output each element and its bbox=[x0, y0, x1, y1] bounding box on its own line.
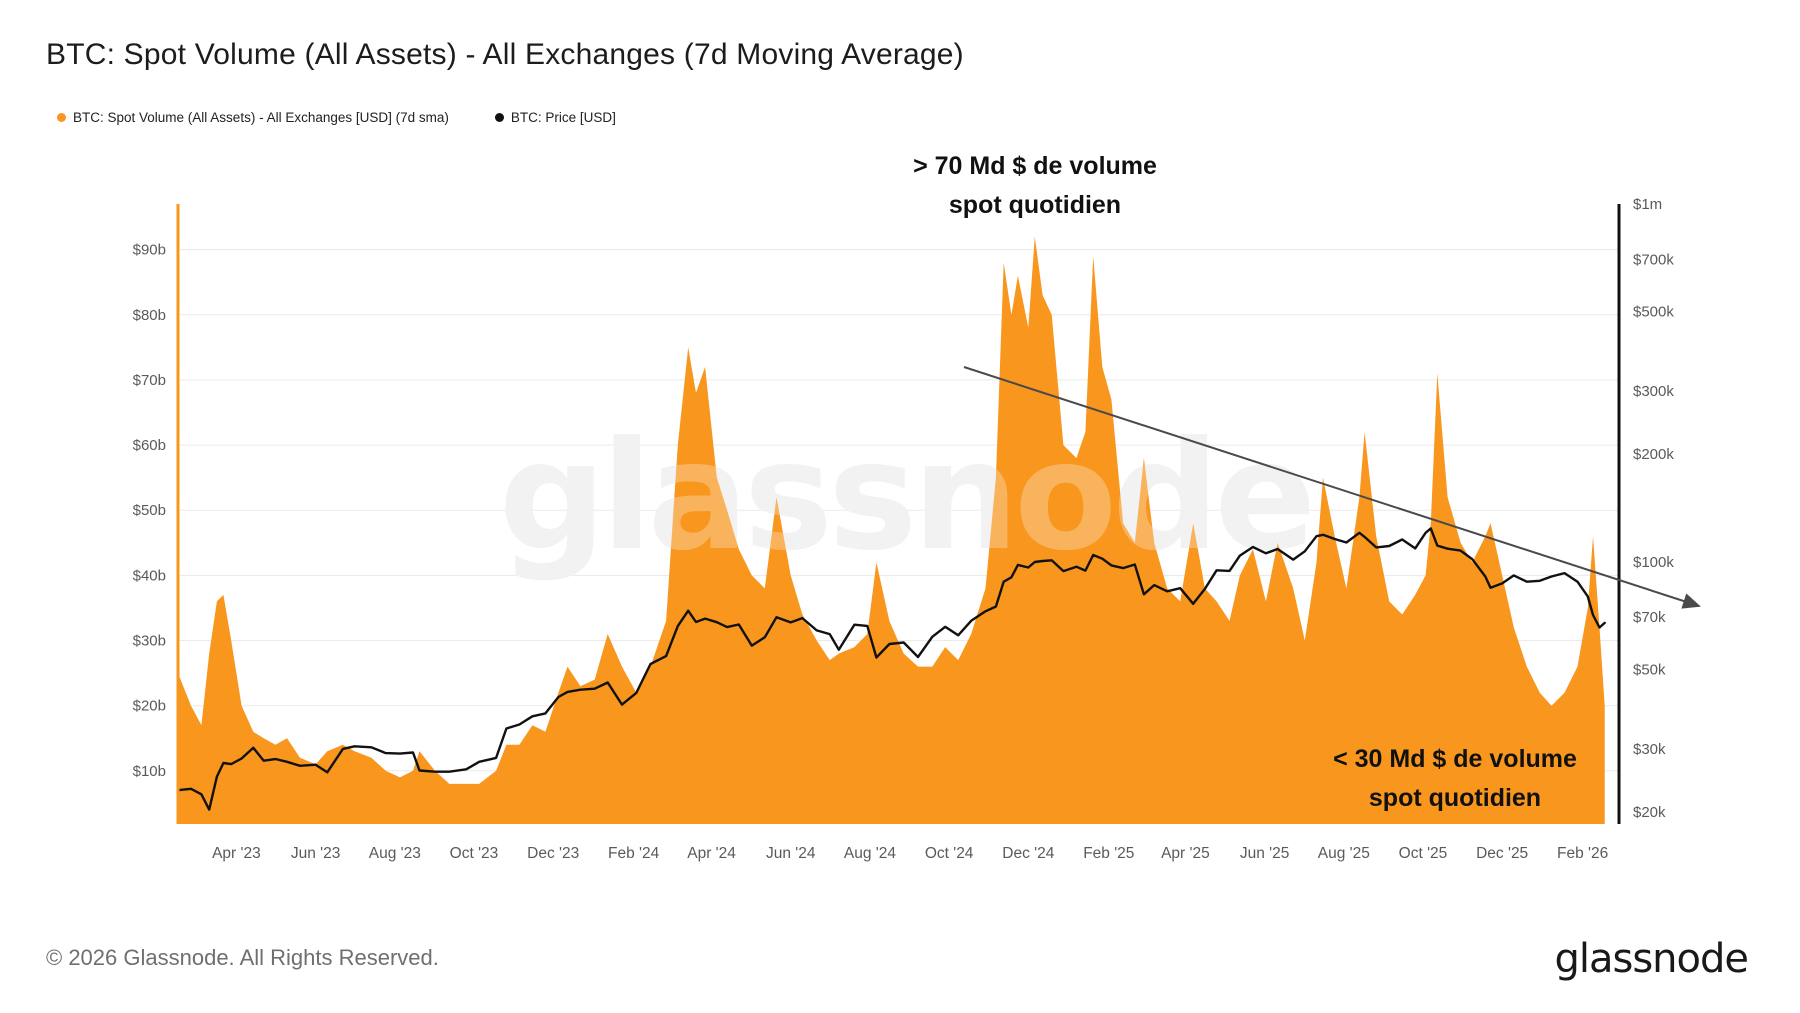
x-axis-tick: Aug '24 bbox=[844, 845, 896, 862]
x-axis-tick: Feb '26 bbox=[1557, 845, 1608, 862]
x-axis-tick: Oct '23 bbox=[450, 845, 499, 862]
annotation-low-volume: < 30 Md $ de volume spot quotidien bbox=[1245, 740, 1665, 818]
left-axis-tick: $60b bbox=[133, 437, 166, 454]
left-axis-tick: $90b bbox=[133, 242, 166, 259]
x-axis-tick: Dec '24 bbox=[1002, 845, 1054, 862]
x-axis-tick: Aug '23 bbox=[369, 845, 421, 862]
right-axis-tick: $50k bbox=[1633, 662, 1666, 679]
right-axis-tick: $500k bbox=[1633, 304, 1674, 321]
volume-series-dot-icon bbox=[57, 113, 66, 122]
annotation-high-volume-line1: > 70 Md $ de volume bbox=[913, 152, 1157, 180]
x-axis-tick: Dec '25 bbox=[1476, 845, 1528, 862]
x-axis-tick: Dec '23 bbox=[527, 845, 579, 862]
price-line-series[interactable] bbox=[176, 527, 1606, 811]
left-axis-tick: $50b bbox=[133, 502, 166, 519]
legend-item-price[interactable]: BTC: Price [USD] bbox=[494, 110, 616, 125]
chart-legend: BTC: Spot Volume (All Assets) - All Exch… bbox=[57, 110, 616, 125]
annotation-high-volume-line2: spot quotidien bbox=[948, 191, 1122, 219]
price-series-dot-icon bbox=[494, 113, 504, 122]
left-axis-tick: $10b bbox=[133, 763, 166, 780]
left-axis-tick: $70b bbox=[133, 372, 166, 389]
left-axis-tick: $40b bbox=[133, 567, 166, 584]
legend-item-spot-volume[interactable]: BTC: Spot Volume (All Assets) - All Exch… bbox=[57, 110, 449, 125]
right-axis-tick: $20k bbox=[1633, 804, 1666, 821]
annotation-high-volume: > 70 Md $ de volume spot quotidien bbox=[825, 147, 1245, 225]
legend-label-price: BTC: Price [USD] bbox=[510, 110, 616, 125]
x-axis-tick: Oct '25 bbox=[1399, 845, 1448, 862]
x-axis-tick: Feb '24 bbox=[608, 845, 660, 862]
right-axis-tick: $700k bbox=[1633, 251, 1674, 268]
left-axis-tick: $80b bbox=[133, 307, 166, 324]
annotation-low-volume-line1: < 30 Md $ de volume bbox=[1333, 745, 1577, 773]
x-axis-tick: Aug '25 bbox=[1318, 845, 1370, 862]
downtrend-arrow bbox=[963, 366, 1701, 609]
x-axis-tick: Feb '25 bbox=[1083, 845, 1134, 862]
x-axis-tick: Apr '25 bbox=[1161, 845, 1210, 862]
left-axis-tick: $30b bbox=[133, 633, 166, 650]
right-axis-tick: $1m bbox=[1633, 196, 1662, 213]
left-axis-tick: $20b bbox=[133, 698, 166, 715]
x-axis-tick: Oct '24 bbox=[925, 845, 974, 862]
x-axis-tick: Jun '25 bbox=[1240, 845, 1290, 862]
glassnode-watermark: glassnode bbox=[499, 410, 1312, 584]
right-axis-tick: $30k bbox=[1633, 741, 1666, 758]
right-axis-tick: $200k bbox=[1633, 446, 1674, 463]
page-title: BTC: Spot Volume (All Assets) - All Exch… bbox=[46, 38, 964, 71]
x-axis-tick: Apr '24 bbox=[687, 845, 736, 862]
legend-label-spot-volume: BTC: Spot Volume (All Assets) - All Exch… bbox=[73, 110, 449, 125]
annotation-low-volume-line2: spot quotidien bbox=[1368, 784, 1542, 812]
x-axis-tick: Apr '23 bbox=[212, 845, 261, 862]
volume-area-series[interactable] bbox=[178, 236, 1605, 825]
right-axis-tick: $300k bbox=[1633, 383, 1674, 400]
right-axis-tick: $70k bbox=[1633, 609, 1666, 626]
copyright-text: © 2026 Glassnode. All Rights Reserved. bbox=[46, 945, 439, 970]
right-axis-tick: $100k bbox=[1633, 554, 1674, 571]
x-axis-tick: Jun '23 bbox=[291, 845, 341, 862]
x-axis-tick: Jun '24 bbox=[766, 845, 816, 862]
glassnode-watermark-overlay: glassnode bbox=[499, 410, 1312, 584]
glassnode-logo[interactable]: glassnode bbox=[1554, 936, 1749, 982]
